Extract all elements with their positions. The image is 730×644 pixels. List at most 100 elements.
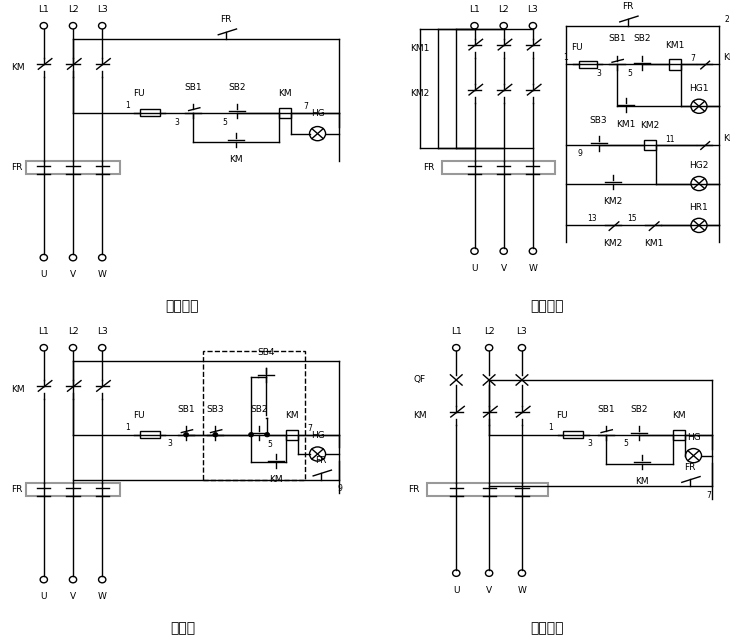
Bar	[673, 430, 685, 440]
Text: FR: FR	[684, 463, 696, 471]
Text: SB3: SB3	[590, 116, 607, 125]
Text: U: U	[41, 270, 47, 279]
Text: 5: 5	[222, 118, 227, 127]
Text: U: U	[453, 586, 459, 595]
Text: V: V	[70, 592, 76, 601]
Text: L2: L2	[499, 6, 509, 15]
Text: KM2: KM2	[723, 53, 730, 62]
Text: 常規控制: 常規控制	[166, 299, 199, 313]
Text: 13: 13	[587, 214, 597, 223]
Text: 3: 3	[174, 118, 180, 127]
Text: 9: 9	[578, 149, 583, 158]
Text: KM1: KM1	[666, 41, 685, 50]
Bar	[442, 162, 555, 174]
Text: SB1: SB1	[597, 405, 615, 414]
Text: SB1: SB1	[185, 83, 202, 92]
Bar	[202, 351, 305, 480]
Text: FR: FR	[409, 485, 420, 494]
Text: SB2: SB2	[634, 35, 651, 44]
Text: L3: L3	[517, 328, 527, 336]
Bar	[563, 431, 583, 438]
Text: KM2: KM2	[640, 122, 659, 130]
Text: L2: L2	[68, 6, 78, 15]
Text: L1: L1	[39, 328, 49, 336]
Text: FU: FU	[133, 412, 145, 420]
Text: L2: L2	[68, 328, 78, 336]
Text: HG: HG	[687, 433, 700, 442]
Text: KM1: KM1	[644, 239, 663, 248]
Text: 5: 5	[627, 69, 632, 78]
Circle shape	[213, 433, 218, 437]
Text: HG: HG	[311, 109, 324, 118]
Text: W: W	[518, 586, 526, 595]
Text: L1: L1	[39, 6, 49, 15]
Text: KM: KM	[12, 385, 25, 394]
Text: L3: L3	[97, 328, 107, 336]
Text: KM2: KM2	[604, 197, 623, 206]
Text: 3: 3	[596, 69, 601, 78]
Bar	[139, 431, 160, 438]
Text: 帶總開關: 帶總開關	[531, 621, 564, 635]
Text: 7: 7	[303, 102, 308, 111]
Text: 1: 1	[125, 101, 130, 110]
Text: L3: L3	[97, 6, 107, 15]
Bar	[26, 162, 120, 174]
Text: U: U	[472, 264, 477, 273]
Bar	[286, 430, 298, 440]
Text: 1: 1	[548, 423, 553, 432]
Text: 3: 3	[167, 439, 172, 448]
Text: SB1: SB1	[177, 405, 195, 414]
Bar	[427, 483, 548, 496]
Text: 7: 7	[307, 424, 312, 433]
Text: W: W	[98, 270, 107, 279]
Circle shape	[248, 433, 254, 437]
Text: SB3: SB3	[207, 405, 224, 414]
Text: HG1: HG1	[689, 84, 709, 93]
Text: L2: L2	[484, 328, 494, 336]
Text: HG: HG	[311, 431, 324, 440]
Text: KM: KM	[229, 155, 243, 164]
Text: V: V	[70, 270, 76, 279]
Text: V: V	[486, 586, 492, 595]
Text: SB2: SB2	[630, 405, 648, 414]
Text: W: W	[529, 264, 537, 273]
Text: W: W	[98, 592, 107, 601]
Circle shape	[264, 433, 269, 437]
Text: KM: KM	[413, 411, 426, 420]
Text: SB4: SB4	[258, 348, 275, 357]
Text: 3: 3	[587, 439, 592, 448]
Text: 帶遠控: 帶遠控	[170, 621, 195, 635]
Text: 可逆控制: 可逆控制	[531, 299, 564, 313]
Bar	[644, 140, 656, 150]
Text: KM2: KM2	[604, 239, 623, 248]
Text: KM2: KM2	[410, 89, 429, 98]
Text: SB2: SB2	[228, 83, 246, 92]
Text: HR1: HR1	[690, 203, 708, 212]
Bar	[26, 483, 120, 496]
Text: FU: FU	[571, 43, 583, 52]
Text: 7: 7	[691, 54, 696, 63]
Text: V: V	[501, 264, 507, 273]
Text: FR: FR	[622, 3, 634, 12]
Text: 5: 5	[267, 440, 272, 449]
Text: KM: KM	[285, 412, 299, 420]
Text: 1: 1	[125, 423, 130, 432]
Text: FU: FU	[133, 90, 145, 99]
Text: KM1: KM1	[410, 44, 429, 53]
Text: KM: KM	[278, 90, 291, 99]
Text: 2: 2	[724, 15, 729, 24]
Bar	[279, 108, 291, 118]
Text: 9: 9	[337, 484, 342, 493]
Text: KM: KM	[636, 477, 649, 486]
Text: KM1: KM1	[723, 134, 730, 143]
Text: FR: FR	[315, 457, 327, 465]
Text: 7: 7	[707, 491, 711, 500]
Bar	[669, 59, 681, 70]
Text: FR: FR	[11, 163, 22, 172]
Text: 1: 1	[563, 53, 568, 62]
Text: KM: KM	[269, 475, 283, 484]
Text: 5: 5	[623, 439, 629, 448]
Text: L1: L1	[469, 6, 480, 15]
Text: 11: 11	[665, 135, 675, 144]
Text: FR: FR	[11, 485, 22, 494]
